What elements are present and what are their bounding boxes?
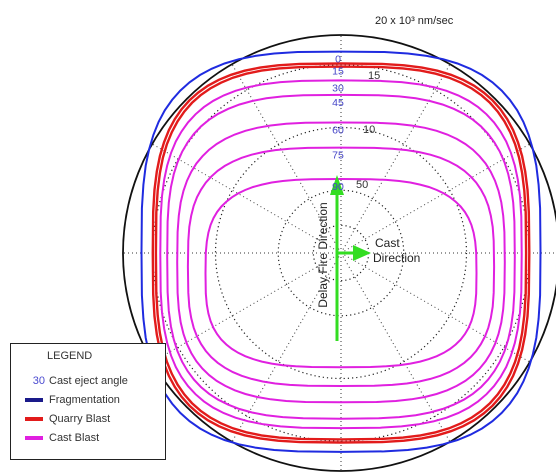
legend-swatch-quarry-blast <box>25 417 43 421</box>
legend-label: Cast Blast <box>49 432 100 444</box>
series-curve-quarry <box>151 62 531 444</box>
ring-label: 50 <box>356 179 368 191</box>
cast-angle-label: 60 <box>332 124 344 136</box>
grid-ring <box>214 126 468 380</box>
grid-spoke <box>151 252 342 363</box>
series-curve-quarry <box>154 65 528 441</box>
cast-direction-label: Cast Direction <box>373 236 420 265</box>
cast-direction-arrow-head <box>353 245 371 261</box>
delay-fire-arrow-head <box>330 175 344 195</box>
direction-arrows <box>330 175 371 341</box>
legend-swatch-cast-blast <box>25 436 43 440</box>
legend-item-quarry-blast: Quarry Blast <box>11 412 110 426</box>
series-curve-cast <box>186 146 496 388</box>
grid-spoke <box>231 252 342 443</box>
legend-label: Fragmentation <box>49 394 120 406</box>
cast-angle-label: 45 <box>332 97 344 109</box>
legend-swatch-fragmentation <box>25 398 43 402</box>
series-curve-cast <box>166 93 516 420</box>
legend-label: Cast eject angle <box>49 375 128 387</box>
grid-spoke <box>340 63 451 254</box>
legend-title: LEGEND <box>47 350 93 362</box>
legend-item-cast-blast: Cast Blast <box>11 431 99 445</box>
cast-angle-label: 75 <box>332 150 344 162</box>
grid-spoke <box>340 143 531 254</box>
unit-label: 20 x 10³ nm/sec <box>375 15 454 27</box>
series-curves <box>140 50 542 453</box>
grid-spoke <box>231 63 342 254</box>
legend-item-fragmentation: Fragmentation <box>11 393 120 407</box>
series-curve-cast <box>204 177 478 369</box>
grid-spoke <box>340 252 531 363</box>
ring-label: 15 <box>368 70 380 82</box>
series-curve-fragmentation <box>140 50 542 453</box>
grid-spoke <box>151 143 342 254</box>
ring-label: 10 <box>363 124 375 136</box>
cast-angle-label: 0 <box>335 54 341 66</box>
cast-angle-label: 15 <box>332 65 344 77</box>
legend-label: Quarry Blast <box>49 413 111 425</box>
delay-fire-direction-label: Delay Fire Direction <box>316 202 330 307</box>
series-curve-cast <box>176 121 506 404</box>
grid-spoke <box>340 252 451 443</box>
legend-item-cast-eject-angle: 30 Cast eject angle <box>11 374 128 388</box>
outer-boundary-circle <box>122 34 556 472</box>
series-curve-cast <box>159 79 523 430</box>
cast-angle-label: 90 <box>332 181 344 193</box>
grid-ring <box>277 189 405 317</box>
polar-grid <box>122 34 556 472</box>
cast-angle-label: 30 <box>332 82 344 94</box>
legend-number: 30 <box>32 375 45 387</box>
legend-box: LEGEND 30 Cast eject angle Fragmentation… <box>10 343 166 460</box>
